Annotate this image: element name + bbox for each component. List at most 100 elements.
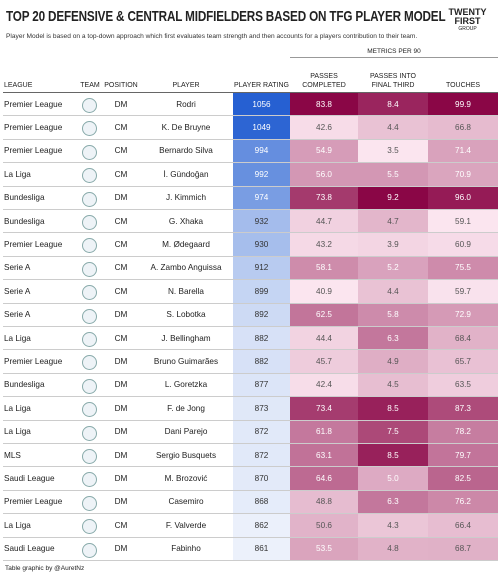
touches: 59.7	[428, 280, 498, 303]
logo: TWENTY FIRST GROUP	[440, 8, 495, 33]
passes-completed: 73.8	[290, 186, 358, 209]
team-logo	[82, 378, 97, 394]
column-header: PASSES COMPLETED	[302, 73, 346, 89]
team-logo	[82, 191, 97, 207]
league: Bundesliga	[4, 193, 45, 203]
passes-final-third: 9.2	[358, 186, 428, 209]
position: DM	[114, 403, 128, 413]
passes-final-third: 4.5	[358, 373, 428, 397]
league: MLS	[4, 450, 21, 460]
league: La Liga	[4, 427, 31, 437]
league: La Liga	[4, 169, 31, 179]
player-rating: 1049	[233, 116, 290, 139]
player: L. Goretzka	[164, 380, 208, 390]
column-header: PLAYER	[172, 82, 200, 89]
team-logo	[82, 449, 97, 464]
position: DM	[114, 99, 128, 109]
touches: 59.1	[428, 210, 498, 233]
player: J. Bellingham	[161, 333, 211, 343]
row-line	[3, 489, 498, 491]
player: Sergio Busquets	[155, 450, 217, 460]
league: Premier League	[4, 497, 63, 507]
team-logo	[82, 495, 97, 511]
position: CM	[114, 123, 128, 133]
passes-final-third: 4.4	[358, 116, 428, 139]
logo-text: GROUP	[458, 26, 477, 32]
row-line	[3, 255, 498, 257]
touches: 65.7	[428, 350, 498, 373]
passes-final-third: 5.2	[358, 256, 428, 280]
player-rating: 932	[233, 210, 290, 233]
league: Premier League	[4, 357, 63, 367]
player: M. Ødegaard	[162, 240, 210, 250]
passes-completed: 73.4	[290, 397, 358, 420]
player: Bernardo Silva	[159, 146, 213, 156]
touches: 82.5	[428, 467, 498, 490]
position: DM	[114, 357, 128, 367]
passes-completed: 54.9	[290, 139, 358, 163]
player: Bruno Guimarães	[153, 357, 219, 367]
row-line	[3, 115, 498, 117]
row-line	[3, 162, 498, 164]
touches: 75.5	[428, 256, 498, 280]
position: DM	[114, 544, 128, 554]
title: TOP 20 DEFENSIVE & CENTRAL MIDFIELDERS B…	[6, 8, 446, 25]
row-line	[3, 279, 498, 281]
header-line	[3, 92, 498, 93]
player: F. Valverde	[165, 520, 207, 530]
passes-final-third: 8.5	[358, 444, 428, 467]
team-logo	[82, 308, 97, 324]
team-logo	[82, 402, 97, 418]
league: Serie A	[4, 286, 31, 296]
player: J. Kimmich	[165, 193, 207, 203]
team-logo	[82, 121, 97, 137]
league: La Liga	[4, 520, 31, 530]
row-line	[3, 302, 498, 304]
row-line	[3, 443, 498, 444]
passes-completed: 61.8	[290, 420, 358, 443]
league: Bundesliga	[4, 380, 45, 390]
passes-final-third: 4.4	[358, 280, 428, 303]
league: Premier League	[4, 240, 63, 250]
passes-completed: 58.1	[290, 256, 358, 280]
player: Casemiro	[168, 497, 204, 507]
player-rating: 872	[233, 420, 290, 443]
column-header: PLAYER RATING	[234, 82, 289, 89]
row-line	[3, 536, 498, 538]
league: Premier League	[4, 123, 63, 133]
player: F. de Jong	[167, 403, 205, 413]
team-logo	[82, 425, 97, 441]
player-rating: 892	[233, 303, 290, 326]
touches: 68.4	[428, 327, 498, 350]
group-header: METRICS PER 90	[290, 48, 498, 58]
column-header: POSITION	[104, 82, 138, 89]
team-logo	[82, 542, 97, 558]
passes-completed: 44.4	[290, 327, 358, 350]
passes-final-third: 4.9	[358, 350, 428, 373]
row-line	[3, 372, 498, 374]
passes-final-third: 8.4	[358, 93, 428, 116]
league: Premier League	[4, 146, 63, 156]
league: Bundesliga	[4, 216, 45, 226]
passes-completed: 45.7	[290, 350, 358, 373]
player-rating: 873	[233, 397, 290, 420]
passes-final-third: 7.5	[358, 420, 428, 443]
row-line	[3, 185, 498, 187]
passes-completed: 64.6	[290, 467, 358, 490]
passes-final-third: 6.3	[358, 490, 428, 514]
player-rating: 882	[233, 327, 290, 350]
team-logo	[82, 285, 97, 301]
player-rating: 882	[233, 350, 290, 373]
row-line	[3, 560, 498, 561]
passes-completed: 42.6	[290, 116, 358, 139]
player: S. Lobotka	[166, 310, 206, 320]
passes-completed: 56.0	[290, 163, 358, 186]
team-logo	[82, 332, 97, 347]
logo-text: FIRST	[454, 16, 481, 26]
position: DM	[114, 497, 128, 507]
passes-completed: 83.8	[290, 93, 358, 116]
position: CM	[114, 169, 128, 179]
position: DM	[114, 310, 128, 320]
column-header: PASSES INTO FINAL THIRD	[369, 73, 417, 89]
